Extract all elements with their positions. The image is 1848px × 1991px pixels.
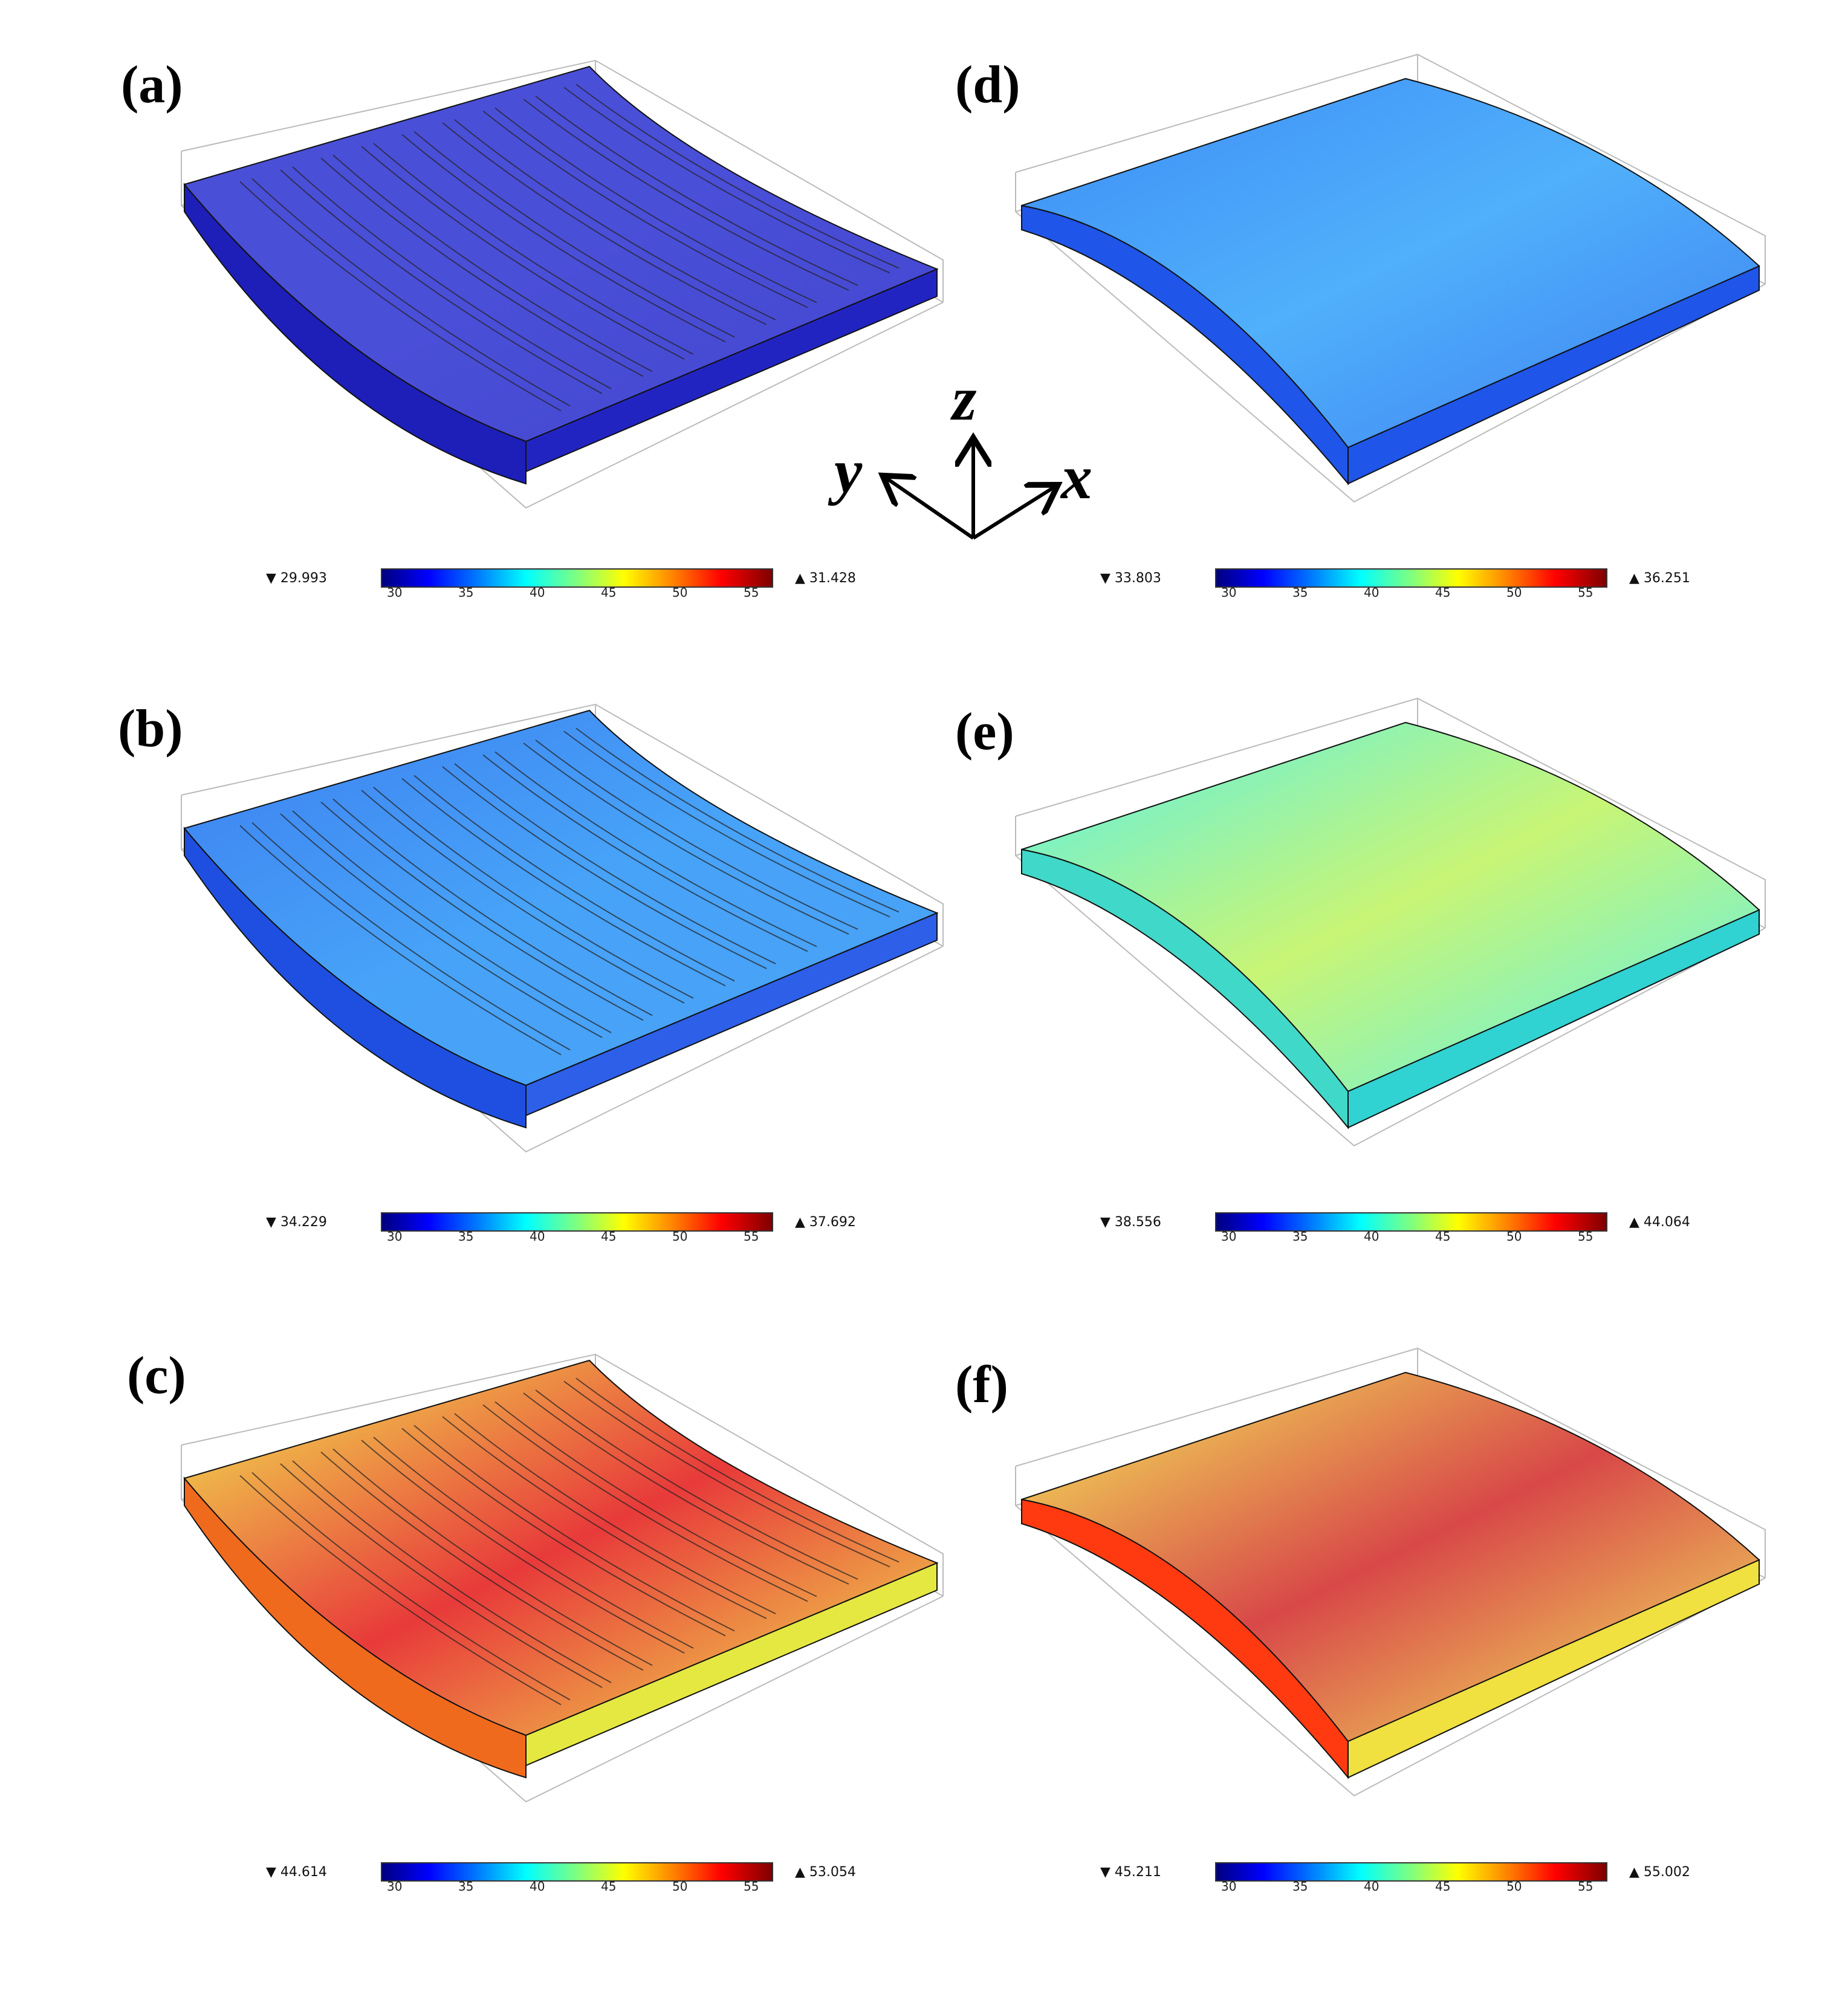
z-axis-label: z (952, 364, 977, 434)
colorbar-tick: 50 (1506, 1229, 1522, 1244)
colorbar-tick: 50 (1506, 585, 1522, 600)
colorbar-min: ▼ 38.556 (1100, 1215, 1161, 1230)
colorbar-tick: 40 (1364, 585, 1380, 600)
colorbar-max: ▲ 31.428 (795, 571, 856, 586)
plate-plot (181, 703, 944, 1153)
plate-geometry (1015, 697, 1766, 1147)
panel-label: (c) (127, 1346, 186, 1405)
colorbar-tick: 40 (1364, 1229, 1380, 1244)
colorbar-max: ▲ 36.251 (1629, 571, 1690, 586)
colorbar-tick: 55 (1578, 1879, 1593, 1894)
colorbar-tick: 30 (387, 1229, 403, 1244)
y-axis-label: y (834, 437, 863, 506)
colorbar: ▼ 34.229 30 35 40 45 50 55 ▲ 37.692 (266, 1212, 931, 1255)
colorbar: ▼ 45.211 30 35 40 45 50 55 ▲ 55.002 (1100, 1862, 1765, 1905)
colorbar-tick: 45 (601, 1229, 617, 1244)
panel-label: (a) (121, 56, 183, 114)
plate-plot (1015, 697, 1766, 1147)
colorbar-tick: 55 (744, 1879, 759, 1894)
colorbar-tick: 35 (1292, 585, 1308, 600)
colorbar-max: ▲ 53.054 (795, 1865, 856, 1880)
plate-geometry (181, 703, 944, 1153)
colorbar-gradient (381, 1862, 773, 1882)
colorbar-tick: 45 (1435, 1229, 1451, 1244)
panel-label: (e) (955, 703, 1014, 761)
plate-plot (181, 1353, 944, 1803)
panel-e: (e) ▼ 38.556 30 35 40 45 50 55 ▲ 44.064 (955, 680, 1838, 1315)
panel-d: (d) ▼ 33.803 30 35 40 45 50 55 ▲ 36.251 (955, 36, 1838, 671)
panel-c: (c) ▼ 44.614 30 35 40 45 50 55 ▲ 53.054 (127, 1330, 1003, 1965)
plate-geometry (1015, 53, 1766, 503)
colorbar-gradient (381, 568, 773, 588)
colorbar-tick: 35 (458, 1879, 474, 1894)
colorbar-tick: 55 (744, 585, 759, 600)
plate-plot (1015, 53, 1766, 503)
colorbar-tick: 40 (530, 1879, 545, 1894)
colorbar-tick: 50 (672, 1229, 688, 1244)
colorbar-tick: 45 (1435, 1879, 1451, 1894)
colorbar-min: ▼ 34.229 (266, 1215, 327, 1230)
colorbar-max: ▲ 44.064 (1629, 1215, 1690, 1230)
panel-label: (d) (955, 56, 1020, 114)
colorbar-tick: 45 (601, 1879, 617, 1894)
colorbar-tick: 30 (1221, 585, 1237, 600)
colorbar-tick: 55 (1578, 1229, 1593, 1244)
colorbar-tick: 30 (387, 1879, 403, 1894)
axes-arrows (804, 363, 1143, 540)
colorbar-gradient (381, 1212, 773, 1232)
colorbar-tick: 30 (387, 585, 403, 600)
panel-label: (b) (118, 700, 183, 758)
colorbar: ▼ 29.993 30 35 40 45 50 55 ▲ 31.428 (266, 568, 931, 611)
colorbar-tick: 45 (1435, 585, 1451, 600)
colorbar-tick: 45 (601, 585, 617, 600)
colorbar-tick: 35 (458, 1229, 474, 1244)
colorbar-min: ▼ 45.211 (1100, 1865, 1161, 1880)
colorbar-gradient (1215, 568, 1607, 588)
colorbar-tick: 55 (744, 1229, 759, 1244)
colorbar-tick: 40 (1364, 1879, 1380, 1894)
colorbar-tick: 50 (672, 1879, 688, 1894)
plate-plot (181, 59, 944, 509)
panel-a: (a) ▼ 29.993 30 35 40 45 50 55 ▲ 31.428 (121, 36, 1003, 671)
colorbar-tick: 40 (530, 1229, 545, 1244)
colorbar-tick: 50 (1506, 1879, 1522, 1894)
colorbar-gradient (1215, 1862, 1607, 1882)
colorbar: ▼ 44.614 30 35 40 45 50 55 ▲ 53.054 (266, 1862, 931, 1905)
colorbar: ▼ 38.556 30 35 40 45 50 55 ▲ 44.064 (1100, 1212, 1765, 1255)
x-axis-label: x (1061, 443, 1092, 512)
colorbar-tick: 30 (1221, 1229, 1237, 1244)
plate-geometry (181, 1353, 944, 1803)
colorbar-tick: 30 (1221, 1879, 1237, 1894)
plate-plot (1015, 1347, 1766, 1797)
colorbar-tick: 35 (1292, 1229, 1308, 1244)
colorbar-min: ▼ 33.803 (1100, 571, 1161, 586)
colorbar-max: ▲ 55.002 (1629, 1865, 1690, 1880)
plate-geometry (181, 59, 944, 509)
colorbar-tick: 55 (1578, 585, 1593, 600)
colorbar-tick: 40 (530, 585, 545, 600)
colorbar-min: ▼ 29.993 (266, 571, 327, 586)
panel-b: (b) ▼ 34.229 30 35 40 45 50 55 ▲ 37.692 (118, 680, 1003, 1315)
colorbar-min: ▼ 44.614 (266, 1865, 327, 1880)
colorbar-tick: 50 (672, 585, 688, 600)
panel-label: (f) (955, 1356, 1008, 1414)
plate-geometry (1015, 1347, 1766, 1797)
coordinate-axes: z y x (804, 363, 1143, 556)
panel-f: (f) ▼ 45.211 30 35 40 45 50 55 ▲ 55.002 (955, 1330, 1838, 1965)
colorbar-tick: 35 (458, 585, 474, 600)
colorbar-max: ▲ 37.692 (795, 1215, 856, 1230)
colorbar: ▼ 33.803 30 35 40 45 50 55 ▲ 36.251 (1100, 568, 1765, 611)
colorbar-gradient (1215, 1212, 1607, 1232)
colorbar-tick: 35 (1292, 1879, 1308, 1894)
